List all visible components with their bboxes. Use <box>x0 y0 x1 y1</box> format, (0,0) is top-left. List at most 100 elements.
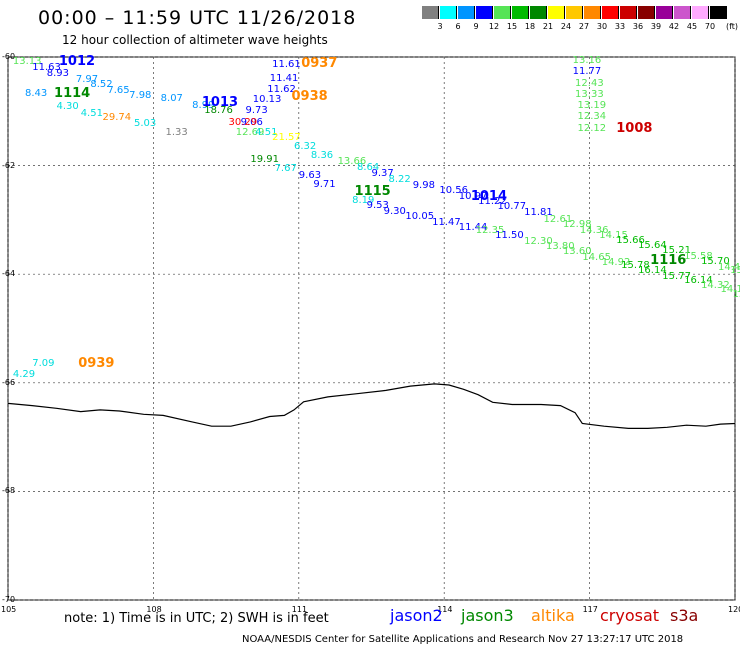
wave-height-label: 19.91 <box>250 154 279 166</box>
map-subtitle: 12 hour collection of altimeter wave hei… <box>62 33 328 47</box>
credit-line: NOAA/NESDIS Center for Satellite Applica… <box>242 634 684 645</box>
legend-swatch <box>530 6 547 19</box>
wave-height-label: 11.63 <box>32 61 61 73</box>
track-time-label: 1116 <box>650 252 687 268</box>
wave-height-label: 12.98 <box>562 219 592 231</box>
wave-height-label: 11.22 <box>478 195 507 207</box>
wave-height-label: 7.65 <box>107 84 130 96</box>
wave-height-label: 15.78 <box>621 260 650 272</box>
wave-height-label: 13.13 <box>12 55 42 67</box>
latitude-tick-label: -60 <box>2 52 16 61</box>
track-time-label: 1012 <box>58 54 96 70</box>
wave-height-label: 14.43 <box>718 261 740 273</box>
wave-height-label: 29.74 <box>102 112 132 124</box>
latitude-tick-label: -64 <box>2 269 16 279</box>
wave-height-label: 11.61 <box>272 59 301 71</box>
wave-height-label: 12.12 <box>577 122 607 134</box>
wave-height-label: 10.77 <box>497 201 527 213</box>
satellite-s3a: s3a <box>670 606 699 625</box>
wave-height-label: 9.53 <box>366 200 389 212</box>
legend-bin-label: 21 <box>542 22 554 31</box>
wave-height-label: 8.19 <box>352 194 375 206</box>
wave-height-label: 15.64 <box>638 239 667 251</box>
wave-height-label: 14.15 <box>599 230 628 242</box>
wave-height-label: 13.33 <box>575 89 604 100</box>
wave-height-label: 14.32 <box>701 280 730 292</box>
track-time-label: 0937 <box>301 56 338 72</box>
longitude-tick-label: 117 <box>582 605 598 614</box>
wave-height-label: 13.66 <box>337 155 367 167</box>
satellite-altika: altika <box>531 606 575 625</box>
map-frame <box>7 56 736 601</box>
wave-height-label: 7.09 <box>32 357 55 369</box>
legend-swatch <box>566 6 583 19</box>
wave-height-label: 6.32 <box>293 140 317 152</box>
longitude-tick-label: 105 <box>1 605 17 614</box>
legend-bin-label: 36 <box>632 22 644 31</box>
track-time-label: 0938 <box>291 89 328 105</box>
wave-height-label: 10.13 <box>252 94 282 106</box>
legend-bin-label: 15 <box>506 22 518 31</box>
wave-height-label: 4.51 <box>80 108 103 119</box>
satellite-jason3: jason3 <box>461 606 514 625</box>
legend-bin-label: 70 <box>704 22 716 31</box>
wave-height-label: 15.66 <box>616 234 645 246</box>
wave-height-label: 11.50 <box>495 230 524 242</box>
wave-height-label: 9.98 <box>412 179 435 191</box>
wave-height-label: 11.77 <box>572 66 602 78</box>
legend-swatch <box>494 6 511 19</box>
legend-swatch <box>620 6 637 19</box>
legend-swatch <box>422 6 439 19</box>
wave-height-label: 9.73 <box>245 105 268 117</box>
wave-height-label: 11.44 <box>458 222 488 234</box>
wave-height-label: 15.21 <box>662 245 691 257</box>
wave-height-label: 7.97 <box>75 73 99 85</box>
wave-height-label: 12.30 <box>524 235 553 247</box>
wave-height-label: 8.52 <box>90 79 113 91</box>
wave-height-label: 12.35 <box>475 224 505 236</box>
map-title: 00:00 – 11:59 UTC 11/26/2018 <box>38 7 357 29</box>
wave-height-label: 15.58 <box>684 250 713 262</box>
wave-height-label: 9.71 <box>313 178 336 190</box>
wave-height-label: 9.63 <box>298 170 322 182</box>
legend-swatch <box>692 6 709 19</box>
wave-height-label: 14.16 <box>720 284 740 296</box>
track-time-label: 1115 <box>354 183 391 199</box>
wave-height-label: 16.14 <box>684 274 713 286</box>
wave-height-label: 4.51 <box>255 127 278 139</box>
wave-height-label: 9.06 <box>240 117 263 129</box>
latitude-tick-label: -70 <box>2 595 16 604</box>
longitude-tick-label: 108 <box>146 605 162 614</box>
legend-bin-label: 12 <box>488 22 500 31</box>
legend-bin-label: 9 <box>473 22 479 31</box>
wave-height-label: 13.19 <box>577 99 607 111</box>
legend-bin-label: 45 <box>686 22 698 31</box>
wave-height-label: 12.43 <box>575 78 604 90</box>
wave-height-label: 1.33 <box>165 127 188 139</box>
wave-height-label: 15.70 <box>701 256 730 268</box>
wave-height-label: 15.77 <box>662 270 691 282</box>
track-time-label: 1014 <box>470 188 508 204</box>
longitude-tick-label: 120 <box>728 605 740 614</box>
legend-bin-label: 27 <box>578 22 590 31</box>
legend-swatch <box>512 6 529 19</box>
legend-bin-label: 42 <box>668 22 680 31</box>
latitude-tick-label: -68 <box>2 486 16 496</box>
legend-swatch <box>656 6 673 19</box>
wave-height-label: 4.29 <box>12 368 36 380</box>
legend-bin-label: 6 <box>455 22 461 31</box>
track-time-label: 0939 <box>78 355 115 371</box>
wave-height-label: 14.92 <box>601 257 631 269</box>
wave-height-label: 9.37 <box>371 167 394 179</box>
wave-height-label: 14.65 <box>582 251 611 263</box>
wave-height-label: 10.56 <box>439 185 468 197</box>
wave-height-label: 8.99 <box>192 99 215 111</box>
wave-height-label: 13.16 <box>572 54 602 66</box>
wave-height-label: 4.30 <box>56 101 79 113</box>
wave-height-label: 12.69 <box>235 127 265 139</box>
track-time-label: 1114 <box>54 85 91 101</box>
legend-swatch <box>458 6 475 19</box>
wave-height-label: 8.07 <box>160 93 183 105</box>
wave-height-label: 18.76 <box>204 105 233 117</box>
